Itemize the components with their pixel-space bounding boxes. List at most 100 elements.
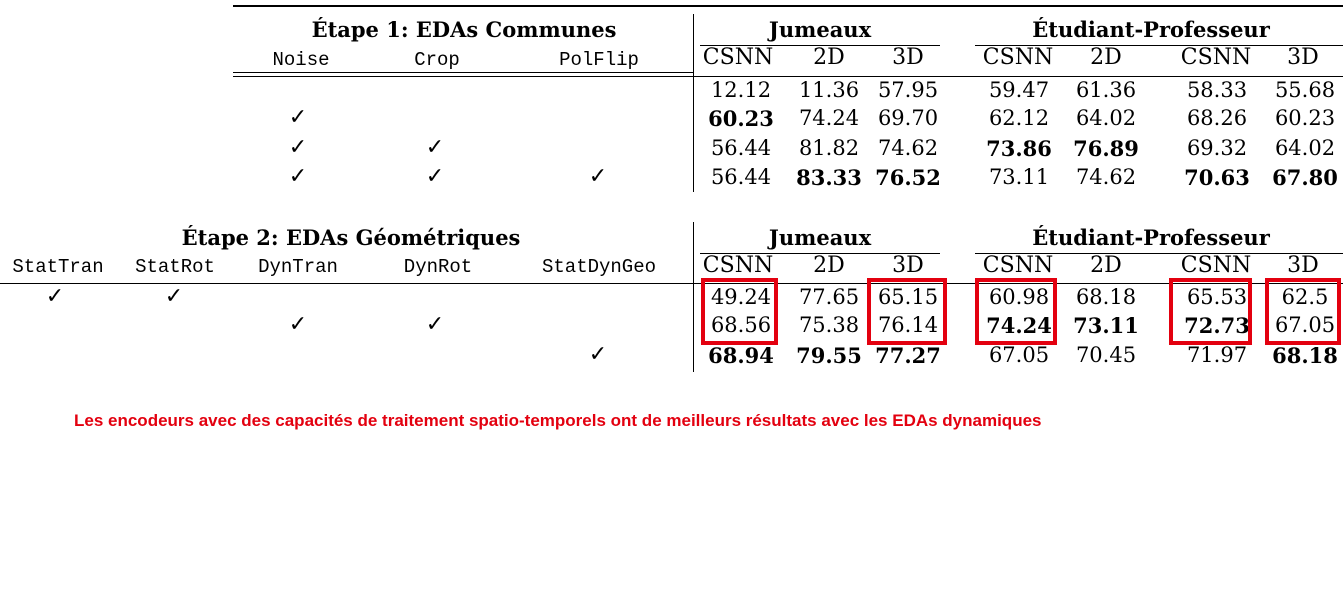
table-cell-value: 74.24 (986, 313, 1052, 338)
table-cell-value: 64.02 (1274, 136, 1336, 160)
stage2-group-rule-student (975, 253, 1343, 254)
stage2-sub-3d-3: 3D (1287, 253, 1319, 278)
stage2-sub-csnn-2: CSNN (982, 253, 1054, 278)
table-cell-value: 62.12 (988, 106, 1050, 130)
stage2-sub-2d-1: 2D (813, 253, 845, 278)
table-cell-value: 56.44 (710, 165, 772, 189)
checkmark-icon: ✓ (164, 284, 184, 309)
highlight-box-twins-3d (867, 278, 947, 345)
stage2-col-dyntran: DynTran (258, 256, 338, 278)
table-cell-value: 76.14 (877, 313, 939, 337)
stage1-sub-2d-2: 2D (1090, 45, 1122, 70)
stage1-header-rule (233, 76, 1343, 77)
stage1-title-rule (233, 72, 693, 73)
table-cell-value: 55.68 (1274, 78, 1336, 102)
stage1-sub-3d-1: 3D (892, 45, 924, 70)
table-cell-value: 73.86 (986, 136, 1052, 161)
table-cell-value: 71.97 (1186, 343, 1248, 367)
checkmark-icon: ✓ (288, 312, 308, 337)
stage2-col-statrot: StatRot (135, 256, 215, 278)
stage1-col-polflip: PolFlip (559, 49, 639, 71)
table-cell-value: 75.38 (798, 313, 860, 337)
highlight-box-student-3d (1265, 278, 1341, 345)
stage1-sub-2d-1: 2D (813, 45, 845, 70)
table-cell-value: 70.45 (1075, 343, 1137, 367)
stage2-vertical-divider (693, 222, 694, 372)
stage1-col-noise: Noise (272, 49, 330, 71)
stage1-group-rule-twins (700, 45, 940, 46)
table-cell-value: 70.63 (1184, 165, 1250, 190)
stage1-sub-csnn-1: CSNN (702, 45, 774, 70)
table-cell-value: 65.53 (1186, 285, 1248, 309)
stage2-group-rule-twins (700, 253, 940, 254)
stage1-sub-csnn-2: CSNN (982, 45, 1054, 70)
checkmark-icon: ✓ (288, 135, 308, 160)
table-cell-value: 61.36 (1075, 78, 1137, 102)
checkmark-icon: ✓ (425, 135, 445, 160)
table-cell-value: 64.02 (1075, 106, 1137, 130)
stage2-sub-2d-2: 2D (1090, 253, 1122, 278)
table-cell-value: 73.11 (988, 165, 1050, 189)
table-cell-value: 68.56 (710, 313, 772, 337)
table-cell-value: 72.73 (1184, 313, 1250, 338)
table-cell-value: 57.95 (877, 78, 939, 102)
table-cell-value: 76.89 (1073, 136, 1139, 161)
stage1-group-twins: Jumeaux (768, 17, 872, 42)
table-cell-value: 73.11 (1073, 313, 1139, 338)
table-cell-value: 68.18 (1272, 343, 1338, 368)
table-cell-value: 74.62 (877, 136, 939, 160)
checkmark-icon: ✓ (588, 342, 608, 367)
conclusion-note: Les encodeurs avec des capacités de trai… (74, 411, 1042, 430)
table-cell-value: 67.05 (1274, 313, 1336, 337)
table-cell-value: 67.05 (988, 343, 1050, 367)
stage1-group-rule-student (975, 45, 1343, 46)
table-cell-value: 79.55 (796, 343, 862, 368)
table-cell-value: 81.82 (798, 136, 860, 160)
table-cell-value: 59.47 (988, 78, 1050, 102)
table-cell-value: 83.33 (796, 165, 862, 190)
table-cell-value: 68.26 (1186, 106, 1248, 130)
highlight-box-student-csnn (975, 278, 1057, 345)
stage1-col-crop: Crop (414, 49, 460, 71)
table-cell-value: 69.32 (1186, 136, 1248, 160)
table-cell-value: 49.24 (710, 285, 772, 309)
stage2-col-stattran: StatTran (12, 256, 104, 278)
stage1-sub-csnn-3: CSNN (1180, 45, 1252, 70)
stage2-sub-csnn-3: CSNN (1180, 253, 1252, 278)
stage1-group-student: Étudiant-Professeur (1032, 17, 1270, 42)
table-cell-value: 76.52 (875, 165, 941, 190)
table-cell-value: 74.62 (1075, 165, 1137, 189)
checkmark-icon: ✓ (288, 105, 308, 130)
highlight-box-student-csnn-b (1169, 278, 1252, 345)
checkmark-icon: ✓ (425, 312, 445, 337)
table-cell-value: 68.94 (708, 343, 774, 368)
stage2-title: Étape 2: EDAs Géométriques (181, 225, 521, 250)
stage2-col-statdyngeo: StatDynGeo (541, 256, 657, 278)
stage2-col-dynrot: DynRot (403, 256, 473, 278)
highlight-box-twins-csnn (701, 278, 778, 345)
table-cell-value: 69.70 (877, 106, 939, 130)
checkmark-icon: ✓ (288, 164, 308, 189)
checkmark-icon: ✓ (45, 284, 65, 309)
table-cell-value: 68.18 (1075, 285, 1137, 309)
checkmark-icon: ✓ (425, 164, 445, 189)
table-cell-value: 62.5 (1281, 285, 1329, 309)
table-cell-value: 60.23 (1274, 106, 1336, 130)
top-rule (233, 5, 1343, 7)
table-cell-value: 60.23 (708, 106, 774, 131)
checkmark-icon: ✓ (588, 164, 608, 189)
table-cell-value: 77.27 (875, 343, 941, 368)
stage1-title: Étape 1: EDAs Communes (311, 17, 617, 42)
table-cell-value: 12.12 (710, 78, 772, 102)
table-cell-value: 60.98 (988, 285, 1050, 309)
table-cell-value: 11.36 (798, 78, 860, 102)
table-cell-value: 74.24 (798, 106, 860, 130)
table-cell-value: 77.65 (798, 285, 860, 309)
stage1-vertical-divider (693, 14, 694, 192)
table-cell-value: 58.33 (1186, 78, 1248, 102)
stage2-sub-3d-1: 3D (892, 253, 924, 278)
stage2-group-twins: Jumeaux (768, 225, 872, 250)
stage2-header-rule (0, 283, 1343, 284)
table-cell-value: 65.15 (877, 285, 939, 309)
stage2-group-student: Étudiant-Professeur (1032, 225, 1270, 250)
